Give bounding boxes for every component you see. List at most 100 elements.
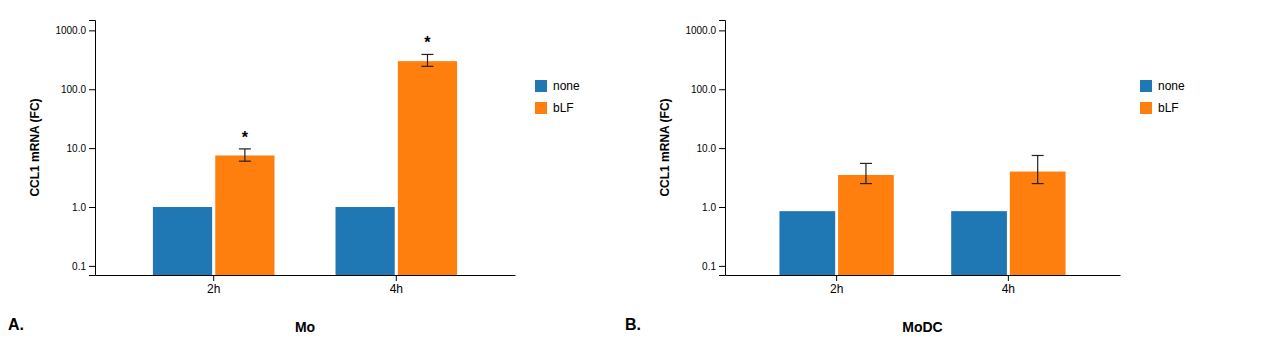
y-tick: 1000.0 [55,25,95,36]
legend-label: bLF [1158,101,1179,115]
legend-label: none [553,79,580,93]
y-axis: 0.1 1.0 10.0 100.0 1000.0 [55,21,95,276]
y-tick-label: 10.0 [697,143,717,154]
legend: none bLF [535,79,580,115]
legend-item: bLF [1140,101,1179,115]
y-tick: 10.0 [67,143,95,154]
y-axis-line [89,21,96,276]
legend-label: none [1158,79,1185,93]
error-bar-cap [1032,155,1044,156]
x-tick-mark [836,275,837,281]
x-tick-label: 2h [830,282,843,296]
series [838,155,1065,275]
y-tick: 100.0 [691,84,725,95]
bar [1010,172,1066,275]
x-tick-label: 4h [390,282,403,296]
error-bar [860,163,872,183]
legend-swatch [535,102,547,114]
legend-label: bLF [553,101,574,115]
x-tick: 2h [207,275,220,296]
x-tick: 4h [390,275,403,296]
error-bar-stem [865,163,866,183]
bar [951,211,1007,275]
x-tick-mark [396,275,397,281]
y-tick: 1.0 [702,202,725,213]
y-tick-label: 10.0 [67,143,87,154]
y-tick-label: 100.0 [691,84,716,95]
x-tick: 2h [830,275,843,296]
y-tick-mark [89,89,95,90]
panel-title: A. [8,316,24,333]
y-tick-label: 1.0 [72,202,86,213]
panel-title: B. [625,316,641,333]
bar [215,155,274,275]
legend-swatch [1140,102,1152,114]
series [215,54,457,275]
error-bar-cap [860,163,872,164]
y-tick-label: 0.1 [702,261,716,272]
y-tick-label: 1000.0 [55,25,86,36]
panel: **0.11.010.0100.01000.02h4hCCL1 mRNA (FC… [28,21,580,296]
x-axis-title: Mo [295,319,315,335]
y-tick: 1000.0 [685,25,725,36]
y-tick-mark [719,266,725,267]
legend: none bLF [1140,79,1185,115]
y-tick-mark [89,148,95,149]
error-bar [421,54,433,66]
y-tick-label: 0.1 [72,261,86,272]
x-axis-title: MoDC [902,319,942,335]
x-axis-line [96,275,516,276]
y-tick-mark [89,207,95,208]
legend-swatch [535,80,547,92]
error-bar-cap [239,161,251,162]
bar [153,207,212,275]
x-tick-mark [213,275,214,281]
annotation: * [424,34,431,51]
y-tick: 100.0 [61,84,95,95]
plot-area [153,54,457,275]
bar [398,61,457,275]
legend-item: none [535,79,580,93]
y-tick-label: 100.0 [61,84,86,95]
plot-area [779,155,1065,275]
annotation: * [242,129,249,146]
bar [336,207,395,275]
error-bar-stem [1037,155,1038,183]
y-axis-title: CCL1 mRNA (FC) [28,98,42,196]
y-tick: 0.1 [72,261,95,272]
x-tick-label: 4h [1002,282,1015,296]
chart-root: **0.11.010.0100.01000.02h4hCCL1 mRNA (FC… [0,0,1287,348]
x-tick: 4h [1002,275,1015,296]
y-axis-title: CCL1 mRNA (FC) [658,98,672,196]
y-tick: 10.0 [697,143,725,154]
bar [779,211,835,275]
error-bar-cap [1032,183,1044,184]
x-tick-label: 2h [207,282,220,296]
legend-item: bLF [535,101,574,115]
y-tick: 0.1 [702,261,725,272]
error-bar-cap [860,183,872,184]
error-bar-stem [427,54,428,66]
error-bar-cap [421,54,433,55]
x-axis-line [726,275,1121,276]
annotations: ** [242,34,432,145]
y-tick-mark [719,207,725,208]
y-tick-mark [89,30,95,31]
y-tick-mark [719,30,725,31]
error-bar-stem [244,149,245,161]
panel: 0.1 1.0 10.0 100.0 1000.0 2h 4h CCL1 mRNA (FC) n… [658,21,1185,296]
y-tick-label: 1.0 [702,202,716,213]
error-bar [239,149,251,161]
y-tick-mark [89,266,95,267]
y-tick-label: 1000.0 [685,25,716,36]
y-tick-mark [719,148,725,149]
y-axis-line [719,21,726,276]
error-bar [1032,155,1044,183]
error-bar-cap [239,148,251,149]
x-axis: 2h 4h [96,275,516,296]
y-tick-mark [719,89,725,90]
x-tick-mark [1008,275,1009,281]
x-axis: 2h 4h [726,275,1121,296]
legend-swatch [1140,80,1152,92]
y-tick: 1.0 [72,202,95,213]
